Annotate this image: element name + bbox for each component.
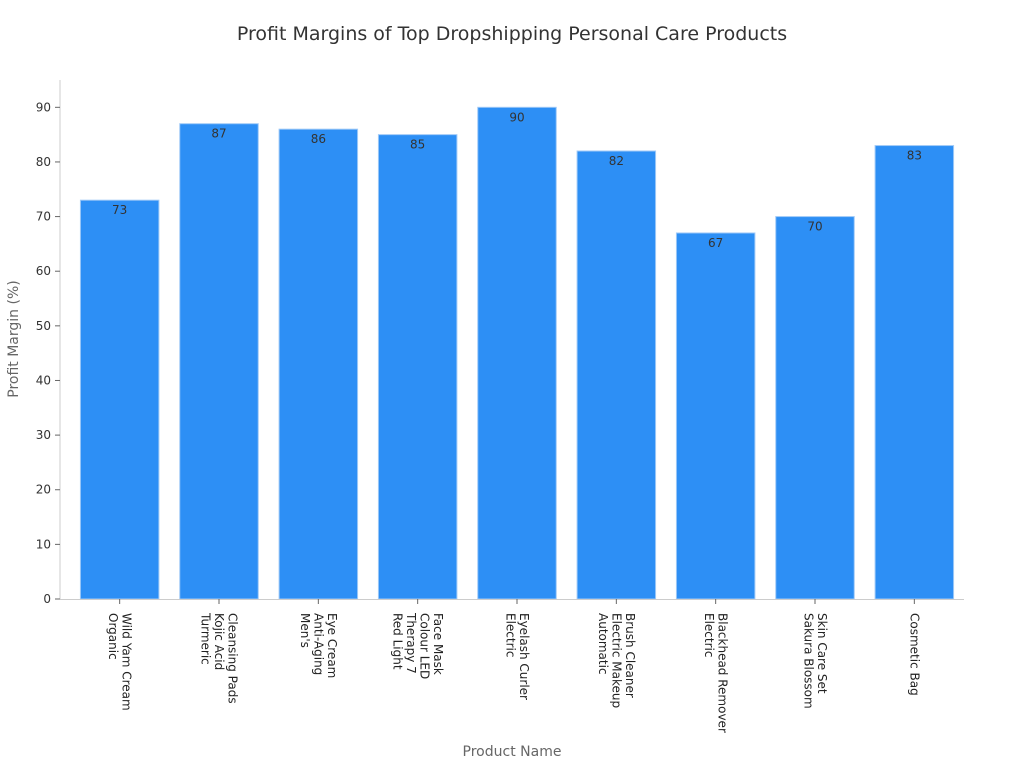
y-tick-label: 0 — [43, 592, 51, 606]
bar — [79, 199, 160, 600]
x-tick-label: Electric Blackhead Remover — [702, 613, 730, 733]
bars-layer — [79, 106, 955, 600]
data-label: 90 — [509, 110, 524, 124]
x-tick-label-line: Face Mask — [431, 613, 445, 675]
bar — [775, 216, 855, 600]
x-tick-label: Sakura Blossom Skin Care Set — [801, 613, 829, 709]
data-label: 82 — [609, 154, 624, 168]
bar — [377, 134, 458, 600]
x-tick-label-line: Brush Cleaner — [623, 613, 637, 698]
x-tick-label-line: Electric — [503, 613, 517, 657]
x-tick-label-line: Automatic — [596, 613, 610, 675]
x-tick-label: Red Light Therapy 7 Colour LED Face Mask — [390, 612, 445, 679]
x-tick-label-line: Cosmetic Bag — [907, 613, 921, 696]
data-label: 87 — [211, 127, 226, 141]
x-tick-label-line: Men's — [298, 613, 312, 648]
x-tick-label: Electric Eyelash Curler — [503, 613, 531, 700]
bar — [278, 128, 359, 600]
x-tick-label-line: Eyelash Curler — [517, 613, 531, 700]
x-tick-label-line: Kojic Acid — [212, 613, 226, 670]
y-tick-label: 40 — [36, 373, 51, 387]
x-tick-label-line: Electric Makeup — [609, 613, 623, 708]
y-tick-label: 20 — [36, 483, 51, 497]
data-label: 83 — [907, 149, 922, 163]
x-axis-title: Product Name — [463, 744, 562, 760]
y-tick-label: 80 — [36, 155, 51, 169]
x-tick-label-line: Colour LED — [417, 613, 431, 679]
x-tick-label-line: Cleansing Pads — [226, 613, 240, 704]
y-tick-label: 70 — [36, 210, 51, 224]
x-tick-label: Cosmetic Bag — [907, 613, 921, 696]
x-tick-label-line: Therapy 7 — [404, 612, 418, 674]
bar — [874, 145, 955, 600]
x-tick-label-line: Skin Care Set — [815, 613, 829, 694]
x-tick-label-line: Sakura Blossom — [801, 613, 815, 709]
axes-layer: 0 10 20 30 40 50 60 70 80 90 — [36, 80, 964, 606]
x-tick-label-line: Blackhead Remover — [715, 613, 729, 733]
y-axis-title: Profit Margin (%) — [6, 280, 22, 397]
x-tick-label-line: Anti-Aging — [311, 613, 325, 675]
data-label: 73 — [112, 203, 127, 217]
x-tick-label-line: Red Light — [390, 613, 404, 670]
bar — [576, 150, 657, 600]
x-tick-label-line: Wild Yam Cream — [119, 613, 133, 711]
bar — [675, 232, 756, 600]
data-label: 86 — [311, 132, 326, 146]
bar — [179, 123, 259, 600]
y-tick-label: 10 — [36, 537, 51, 551]
x-tick-label: Automatic Electric Makeup Brush Cleaner — [596, 613, 637, 708]
x-tick-label: Men's Anti-Aging Eye Cream — [298, 613, 339, 678]
x-tick-label-line: Electric — [702, 613, 716, 657]
x-tick-label-line: Organic — [106, 613, 120, 660]
chart-title: Profit Margins of Top Dropshipping Perso… — [237, 23, 787, 45]
data-label: 67 — [708, 236, 723, 250]
y-tick-label: 30 — [36, 428, 51, 442]
x-tick-label-line: Turmeric — [199, 612, 213, 665]
data-label: 85 — [410, 138, 425, 152]
y-tick-label: 50 — [36, 319, 51, 333]
y-tick-label: 90 — [36, 100, 51, 114]
data-label: 70 — [807, 220, 822, 234]
y-tick-label: 60 — [36, 264, 51, 278]
labels-layer: 73 Organic Wild Yam Cream 87 Turmeric Kojic A… — [106, 110, 922, 733]
x-tick-label: Organic Wild Yam Cream — [106, 613, 133, 711]
x-tick-label: Turmeric Kojic Acid Cleansing Pads — [199, 612, 240, 704]
bar — [477, 106, 557, 600]
x-tick-label-line: Eye Cream — [325, 613, 339, 678]
